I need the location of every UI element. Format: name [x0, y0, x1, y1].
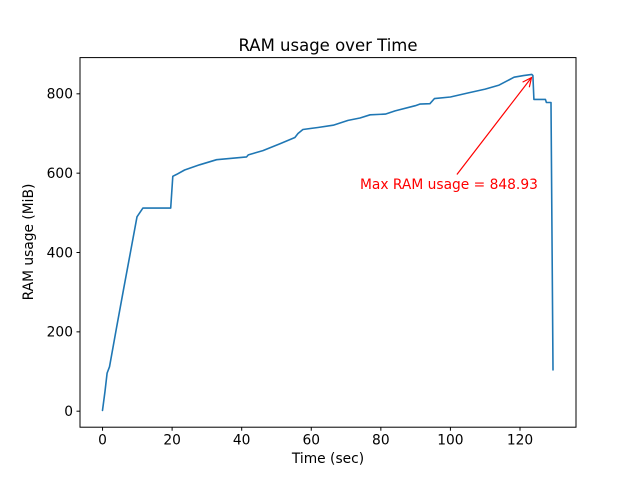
axes-frame: [79, 57, 577, 428]
annotation-arrowhead-icon: [522, 76, 533, 88]
y-tick-label: 800: [47, 87, 73, 103]
y-tick-label: 200: [47, 325, 73, 341]
y-axis-label: RAM usage (MiB): [21, 183, 37, 301]
annotation-arrow-shaft: [456, 77, 532, 175]
y-tick-label: 0: [64, 404, 73, 420]
x-axis-label: Time (sec): [291, 451, 365, 467]
x-tick-label: 0: [98, 433, 107, 449]
y-tick-label: 600: [47, 166, 73, 182]
x-tick-label: 40: [233, 433, 251, 449]
ram-usage-line: [101, 73, 554, 412]
x-tick-label: 20: [163, 433, 181, 449]
x-tick-label: 80: [372, 433, 390, 449]
x-tick-label: 60: [302, 433, 320, 449]
x-tick-label: 120: [507, 433, 533, 449]
chart-title: RAM usage over Time: [238, 36, 418, 55]
x-tick-label: 100: [437, 433, 463, 449]
y-tick-label: 400: [47, 245, 73, 261]
max-ram-annotation: Max RAM usage = 848.93: [359, 176, 538, 193]
